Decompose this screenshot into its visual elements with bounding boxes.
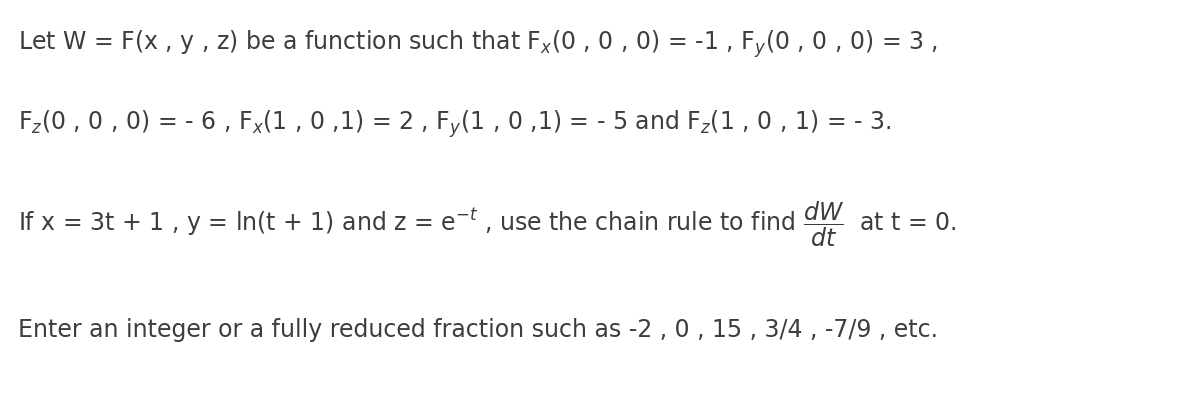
Text: If x = 3t + 1 , y = ln(t + 1) and z = e$^{-t}$ , use the chain rule to find $\df: If x = 3t + 1 , y = ln(t + 1) and z = e$…	[18, 200, 956, 250]
Text: Enter an integer or a fully reduced fraction such as -2 , 0 , 15 , 3/4 , -7/9 , : Enter an integer or a fully reduced frac…	[18, 318, 938, 342]
Text: Let W = F(x , y , z) be a function such that F$_x$(0 , 0 , 0) = -1 , F$_y$(0 , 0: Let W = F(x , y , z) be a function such …	[18, 28, 938, 60]
Text: F$_z$(0 , 0 , 0) = - 6 , F$_x$(1 , 0 ,1) = 2 , F$_y$(1 , 0 ,1) = - 5 and F$_z$(1: F$_z$(0 , 0 , 0) = - 6 , F$_x$(1 , 0 ,1)…	[18, 108, 892, 140]
